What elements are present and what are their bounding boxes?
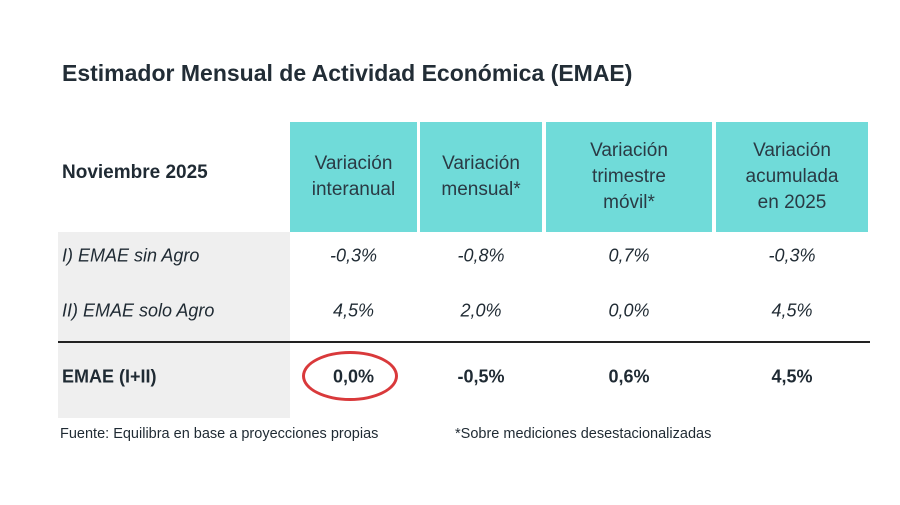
value-cell: -0,8% — [457, 245, 505, 266]
value-cell: 4,5% — [771, 366, 813, 387]
row-label: II) EMAE solo Agro — [62, 300, 215, 321]
value-cell: 0,0% — [332, 366, 375, 387]
header-cell: Variación trimestre móvil* — [546, 122, 712, 232]
row-label: I) EMAE sin Agro — [62, 245, 200, 266]
highlight-circle — [302, 351, 398, 401]
header-cell: Variación interanual — [290, 122, 417, 232]
value-cell: 4,5% — [771, 300, 813, 321]
total-rule — [58, 341, 870, 343]
header-text: Variación — [590, 140, 668, 161]
value-cell: -0,3% — [329, 245, 378, 266]
value-cell: 0,6% — [608, 366, 650, 387]
header-cell: Variación acumulada en 2025 — [716, 122, 868, 232]
header-text: acumulada — [745, 166, 839, 187]
value-cell: -0,5% — [457, 366, 505, 387]
header-text: Variación — [753, 140, 831, 161]
value-cell: 2,0% — [460, 300, 502, 321]
corner-label: Noviembre 2025 — [62, 162, 208, 183]
footnote: *Sobre mediciones desestacionalizadas — [455, 426, 712, 442]
header-text: en 2025 — [757, 192, 827, 213]
value-cell: -0,3% — [768, 245, 816, 266]
label-column-bg — [58, 232, 290, 418]
header-text: mensual* — [441, 179, 521, 200]
value-cell: 4,5% — [332, 300, 375, 321]
header-text: Variación — [314, 153, 393, 174]
header-cell: Variación mensual* — [420, 122, 542, 232]
value-cell: 0,7% — [608, 245, 650, 266]
header-text: Variación — [442, 153, 520, 174]
header-text: interanual — [311, 179, 396, 200]
title: Estimador Mensual de Actividad Económica… — [62, 60, 633, 86]
row-label: EMAE (I+II) — [62, 366, 157, 387]
header-text: trimestre — [592, 166, 666, 187]
value-cell: 0,0% — [608, 300, 650, 321]
footnote: Fuente: Equilibra en base a proyecciones… — [60, 426, 379, 442]
header-text: móvil* — [603, 192, 655, 213]
